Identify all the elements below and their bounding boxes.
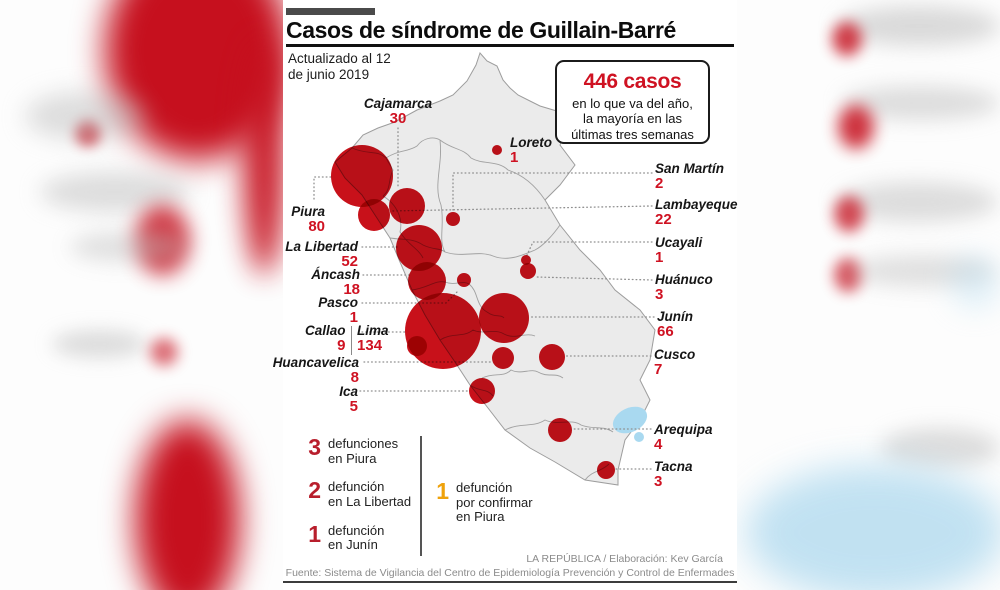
region-label-ucayali: Ucayali 1: [655, 235, 703, 267]
bubble-lambayeque: [358, 199, 390, 231]
region-label-loreto: Loreto 1: [510, 135, 552, 167]
region-label-arequipa: Arequipa 4: [654, 422, 713, 454]
credit-line: LA REPÚBLICA / Elaboración: Kev García: [526, 553, 723, 565]
bubble-cusco: [539, 344, 565, 370]
bg-blob: [745, 465, 1000, 590]
bg-blob: [838, 105, 874, 149]
kicker-bar: [286, 8, 375, 15]
bg-blob: [25, 92, 145, 140]
bubble-junin: [479, 293, 529, 343]
title-rule: [286, 44, 734, 47]
bg-blob: [150, 338, 178, 366]
region-label-junin: Junín 66: [657, 309, 693, 341]
region-label-la-libertad: La Libertad 52: [285, 239, 358, 271]
bubble-loreto: [492, 145, 502, 155]
bubble-huancavelica: [492, 347, 514, 369]
leader-ucayali: [526, 241, 653, 256]
region-label-huanuco: Huánuco 3: [655, 272, 713, 304]
bottom-rule: [283, 581, 737, 583]
region-label-huancavelica: Huancavelica 8: [272, 355, 359, 387]
leader-san-martin: [452, 172, 653, 211]
bg-blob: [880, 428, 1000, 468]
region-label-tacna: Tacna 3: [654, 459, 693, 491]
bg-blob: [838, 182, 998, 222]
legend-divider: [420, 436, 422, 556]
region-label-ancash: Áncash 18: [311, 267, 360, 299]
bubble-arequipa: [548, 418, 572, 442]
death-item: 3 defunciones en Piura: [308, 434, 399, 466]
bg-blob: [135, 420, 240, 590]
pending-death-item: 1 defunción por confirmar en Piura: [436, 478, 533, 525]
bubble-ancash: [408, 262, 446, 300]
deaths-legend: 3 defunciones en Piura 2 defunción en La Li…: [305, 434, 412, 567]
bg-blob: [838, 6, 1000, 46]
region-label-ica: Ica 5: [339, 384, 358, 416]
death-item: 2 defunción en La Libertad: [308, 477, 412, 510]
region-label-pasco: Pasco 1: [318, 295, 358, 327]
bubble-tacna: [597, 461, 615, 479]
bg-blob: [135, 205, 190, 275]
bubble-ucayali: [521, 255, 531, 265]
death-item: 1 defunción en Junín: [308, 520, 385, 553]
bg-blob: [52, 330, 147, 358]
bg-blob: [850, 255, 995, 287]
bg-blob: [834, 196, 864, 232]
label-callao: Callao 9: [305, 323, 346, 355]
bubble-san-martin: [446, 212, 460, 226]
label-callao-lima: Callao 9 Lima 134: [305, 323, 389, 355]
page-title: Casos de síndrome de Guillain-Barré: [286, 17, 676, 43]
bg-blob: [950, 255, 1000, 310]
bubble-huanuco: [520, 263, 536, 279]
region-label-lambayeque: Lambayeque 22: [655, 197, 738, 229]
bubble-cajamarca: [389, 188, 425, 224]
bubble-ica: [469, 378, 495, 404]
bubble-callao: [407, 336, 427, 356]
bubble-pasco: [457, 273, 471, 287]
updated-date: Actualizado al 12 de junio 2019: [288, 51, 391, 83]
bubble-piura: [331, 145, 393, 207]
total-cases-body: en lo que va del año, la mayoría en las …: [571, 96, 694, 142]
bg-blob: [243, 40, 285, 275]
region-labels: Piura 80 Cajamarca 30 Lambayeque 22 La Liberta…: [273, 0, 738, 590]
region-label-piura: Piura 80: [291, 204, 325, 236]
lake-titicaca: [612, 406, 648, 442]
leader-huanuco: [535, 276, 653, 281]
region-label-cajamarca: Cajamarca 30: [363, 96, 433, 128]
region-label-cusco: Cusco 7: [654, 347, 696, 379]
bg-blob: [832, 22, 862, 56]
source-line: Fuente: Sistema de Vigilancia del Centro…: [285, 567, 735, 579]
bg-blob: [70, 232, 185, 262]
peru-map: [313, 52, 656, 486]
total-cases-callout: 446 casos en lo que va del año, la mayor…: [555, 60, 710, 144]
callao-lima-divider: [350, 326, 353, 355]
region-label-san-martin: San Martín 2: [655, 161, 725, 193]
bubble-la-libertad: [396, 225, 442, 271]
leader-piura: [313, 176, 332, 200]
total-cases-headline: 446 casos: [583, 70, 682, 93]
case-bubbles: [331, 145, 615, 479]
infographic-panel: Casos de síndrome de Guillain-Barré Actu…: [273, 0, 738, 590]
bg-blob: [834, 258, 862, 292]
label-lima: Lima 134: [357, 323, 389, 355]
